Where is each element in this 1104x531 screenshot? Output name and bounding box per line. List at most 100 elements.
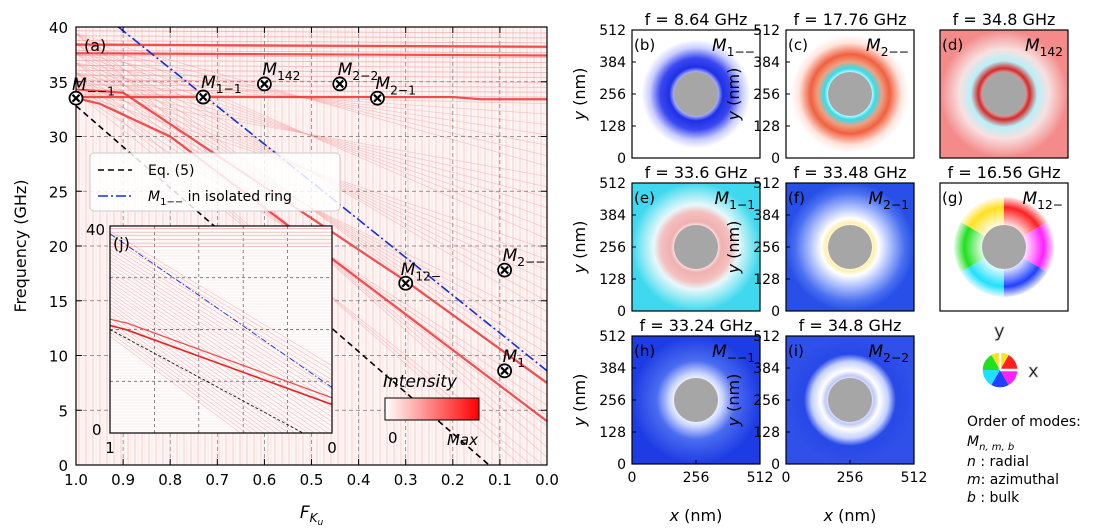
mode-panel-label: (h): [634, 342, 655, 360]
x-tick-label: 0.0: [535, 471, 559, 489]
inset-strong-line: [110, 324, 332, 406]
mode-y-tick-label: 256: [599, 87, 626, 103]
color-wheel-x-label: x: [1028, 361, 1039, 382]
inset-faint-branch: [110, 292, 316, 433]
x-tick-label: 0.6: [252, 471, 276, 489]
mode-panel-label: (c): [788, 36, 808, 54]
mode-panel: f = 8.64 GHz (b) M1−− 0 128 256 384 512: [599, 10, 761, 167]
mode-y-tick-label: 384: [753, 361, 780, 377]
spectrum-faint-branch: [76, 33, 547, 240]
inset-faint-branch: [110, 317, 271, 433]
mode-panel: f = 33.6 GHz (e) M1−1 0 128 256 384 512: [599, 163, 761, 320]
mode-x-tick-label: 0: [782, 470, 791, 486]
inset-faint-branch: [110, 267, 332, 413]
mode-frequency-title: f = 34.8 GHz: [953, 10, 1056, 29]
color-wheel-x-outline: x: [1028, 361, 1039, 382]
mode-marker-cross: [260, 79, 269, 89]
mode-y-tick-label: 0: [771, 457, 780, 473]
mode-panel-mode-label: M2−2: [869, 342, 910, 365]
inset-faint-branch: [110, 281, 332, 432]
ring-hole: [982, 72, 1026, 116]
x-tick-label: 0.4: [347, 471, 371, 489]
x-tick-label: 1.0: [64, 471, 88, 489]
mode-frequency-title: f = 17.76 GHz: [794, 10, 907, 29]
inset-faint-branch: [110, 325, 259, 433]
spectrum-faint-flat: [76, 64, 547, 68]
mode-frequency-title: f = 33.6 GHz: [645, 163, 748, 182]
colorbar-title: Intensity: [383, 372, 458, 392]
color-wheel-y-label: y: [994, 321, 1005, 342]
mode-panel-label: (e): [634, 189, 655, 207]
ring-hole: [828, 225, 872, 269]
ring-hole: [982, 225, 1026, 269]
x-tick-label: 0.1: [488, 471, 512, 489]
colorbar: [384, 397, 480, 421]
mode-y-tick-label: 256: [753, 393, 780, 409]
order-of-modes-item: b : bulk: [967, 490, 1020, 506]
inset-isolated-line: [110, 233, 332, 388]
mode-y-tick-label: 128: [599, 272, 626, 288]
mode-y-tick-label: 384: [599, 361, 626, 377]
spectrum-faint-flat: [76, 59, 547, 63]
inset-faint-branch: [110, 332, 247, 433]
mode-y-axis-label: y (nm): [724, 221, 743, 275]
mode-y-tick-label: 256: [753, 240, 780, 256]
mode-frequency-title: f = 16.56 GHz: [948, 163, 1061, 182]
mode-y-tick-label: 384: [599, 208, 626, 224]
mode-y-tick-label: 512: [753, 23, 780, 39]
mode-y-tick-label: 256: [753, 87, 780, 103]
mode-annotation-label: M142: [262, 60, 300, 83]
color-wheel-sector: [991, 370, 1009, 388]
y-tick-label: 0: [58, 457, 68, 475]
inset-faint-branch: [110, 328, 253, 433]
mode-panel-frame: [939, 182, 1069, 312]
y-tick-label: 5: [58, 402, 68, 420]
mode-y-axis-label: y (nm): [570, 374, 589, 428]
mode-annotation-label: M1−1: [201, 73, 242, 96]
spectral-line: [76, 97, 547, 423]
legend-isolated-label: M1−− in isolated ring: [148, 189, 292, 208]
x-tick-label: 0.9: [111, 471, 135, 489]
main-spectrum-panel: 1.0 0.9 0.8 0.7 0.6 0.5 0.4 0.3 0.2 0.1 0.00510152…: [11, 19, 559, 528]
mode-annotation-label: M2−1: [375, 74, 416, 97]
order-of-modes-title: Order of modes:: [967, 414, 1081, 430]
mode-x-axis-label: x (nm): [823, 506, 877, 525]
order-of-modes-notation: Mn, m, b: [967, 434, 1014, 453]
mode-y-tick-label: 384: [599, 55, 626, 71]
panel-label-j: (j): [113, 234, 130, 253]
mode-panel: f = 16.56 GHz (g) M12−: [939, 163, 1069, 312]
spectral-line: [76, 52, 547, 57]
y-tick-label: 15: [49, 293, 68, 311]
mode-panel-mode-label: M12−: [1023, 189, 1064, 212]
y-tick-label: 25: [49, 183, 68, 201]
inset-faint-branch: [110, 274, 332, 422]
mode-annotation-label: M2−2: [338, 60, 379, 83]
inset-faint-branch: [110, 299, 302, 433]
order-of-modes-item: n : radial: [967, 454, 1029, 470]
mode-panel-label: (f): [788, 189, 805, 207]
mode-frequency-title: f = 33.24 GHz: [640, 316, 753, 335]
mode-panel-mode-label: M1−1: [715, 189, 756, 212]
inset-ytop-label: 40: [86, 221, 105, 239]
inset-faint-branch: [110, 270, 332, 418]
mode-frequency-title: f = 33.48 GHz: [794, 163, 907, 182]
mode-marker-cross: [373, 93, 382, 103]
inset-faint-branch: [110, 245, 332, 385]
mode-panel-mode-label: M2−−: [866, 36, 909, 59]
mode-x-tick-label: 512: [901, 470, 928, 486]
mode-x-tick-label: 256: [683, 470, 710, 486]
mode-y-axis-label: y (nm): [570, 68, 589, 122]
inset-faint-branch: [110, 238, 332, 376]
inset-faint-branch: [110, 314, 277, 433]
inset-ybottom-label: 0: [92, 421, 102, 439]
mode-frequency-title: f = 8.64 GHz: [645, 10, 748, 29]
mode-y-tick-label: 128: [753, 119, 780, 135]
mode-y-tick-label: 0: [771, 304, 780, 320]
inset-faint-branch: [110, 263, 332, 408]
inset-faint-branch: [110, 256, 332, 399]
inset-faint-branch: [110, 285, 329, 433]
mode-y-tick-label: 512: [753, 329, 780, 345]
mode-panel: f = 34.8 GHz (d) M142: [939, 10, 1069, 159]
